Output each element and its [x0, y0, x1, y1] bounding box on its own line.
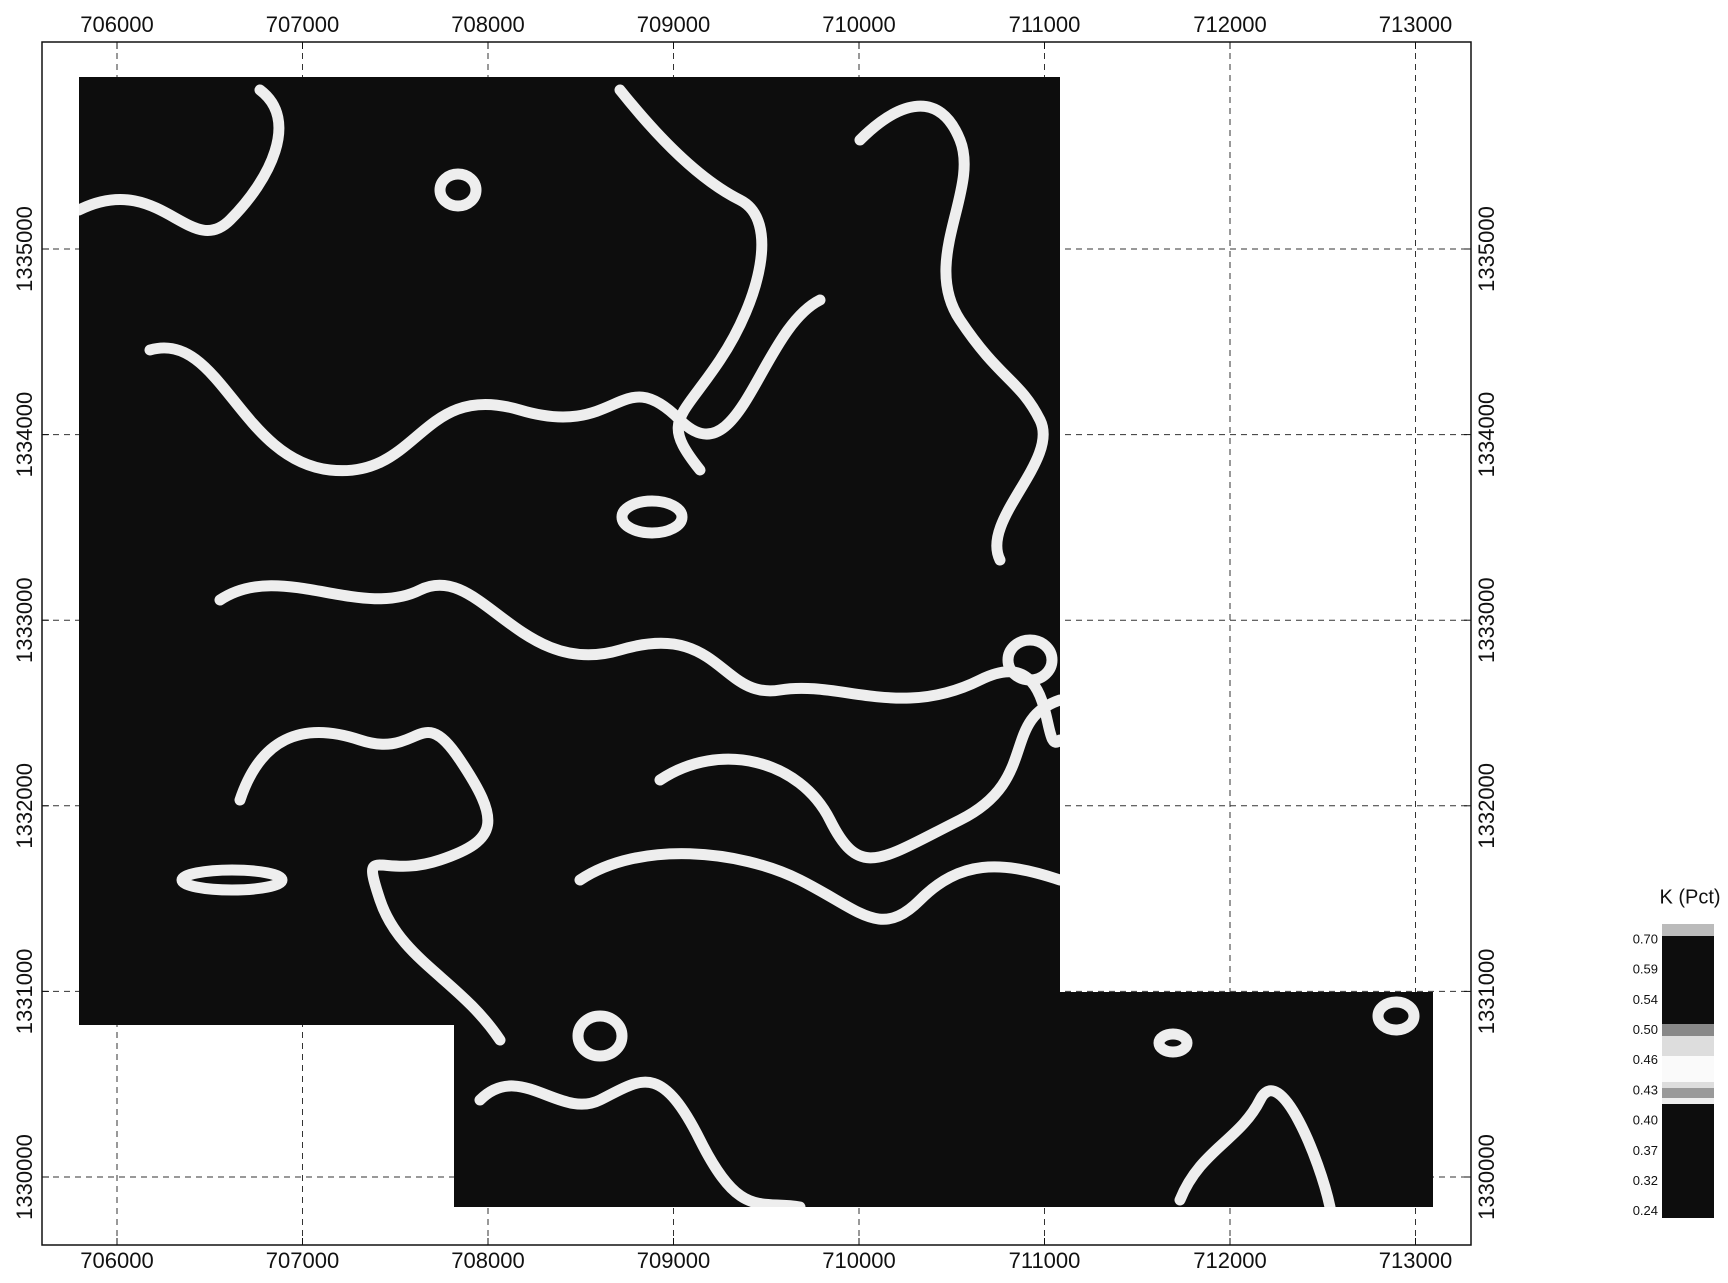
legend-title: K (Pct): [1659, 886, 1720, 908]
x-tick-label-top: 707000: [266, 12, 339, 37]
x-tick-label-top: 710000: [822, 12, 895, 37]
legend-label: 0.70: [1633, 931, 1658, 946]
legend-label: 0.24: [1633, 1203, 1658, 1218]
y-tick-label-left: 1333000: [12, 577, 37, 663]
legend-label: 0.37: [1633, 1143, 1658, 1158]
y-tick-label-right: 1330000: [1474, 1134, 1499, 1220]
x-tick-label-bottom: 712000: [1193, 1248, 1266, 1273]
x-tick-label-top: 713000: [1379, 12, 1452, 37]
y-tick-label-right: 1334000: [1474, 392, 1499, 478]
x-tick-label-bottom: 706000: [80, 1248, 153, 1273]
y-tick-label-left: 1332000: [12, 763, 37, 849]
y-tick-label-right: 1333000: [1474, 577, 1499, 663]
x-tick-label-top: 711000: [1009, 12, 1081, 37]
x-tick-label-bottom: 709000: [637, 1248, 710, 1273]
page: 706000 706000 707000 707000 708000 708000 7090…: [0, 0, 1728, 1283]
x-tick-label-bottom: 713000: [1379, 1248, 1452, 1273]
x-tick-label-bottom: 710000: [822, 1248, 895, 1273]
colorbar-band: [1662, 1088, 1714, 1098]
x-tick-label-top: 712000: [1193, 12, 1266, 37]
legend-label: 0.46: [1633, 1052, 1658, 1067]
y-tick-label-right: 1331000: [1474, 949, 1499, 1035]
legend-label: 0.32: [1633, 1173, 1658, 1188]
legend-label: 0.40: [1633, 1113, 1658, 1128]
legend-label: 0.43: [1633, 1082, 1658, 1097]
y-tick-label-right: 1335000: [1474, 206, 1499, 292]
y-tick-label-left: 1330000: [12, 1134, 37, 1220]
colorbar-band: [1662, 1098, 1714, 1104]
legend-label: 0.59: [1633, 962, 1658, 977]
x-tick-label-top: 706000: [80, 12, 153, 37]
colorbar-band: [1662, 924, 1714, 936]
x-tick-label-top: 709000: [637, 12, 710, 37]
x-tick-label-bottom: 711000: [1009, 1248, 1081, 1273]
map-figure: 706000 706000 707000 707000 708000 708000 7090…: [0, 0, 1728, 1283]
y-tick-label-right: 1332000: [1474, 763, 1499, 849]
y-tick-label-left: 1331000: [12, 949, 37, 1035]
x-tick-label-top: 708000: [451, 12, 524, 37]
y-tick-label-left: 1334000: [12, 392, 37, 478]
legend-label: 0.54: [1633, 992, 1658, 1007]
y-tick-label-left: 1335000: [12, 206, 37, 292]
legend: K (Pct) 0.70 0.59 0.54 0.50 0.46 0.43 0.40 0.37…: [1633, 886, 1721, 1218]
x-tick-label-bottom: 707000: [266, 1248, 339, 1273]
x-tick-label-bottom: 708000: [451, 1248, 524, 1273]
legend-label: 0.50: [1633, 1022, 1658, 1037]
colorbar-band: [1662, 1056, 1714, 1082]
